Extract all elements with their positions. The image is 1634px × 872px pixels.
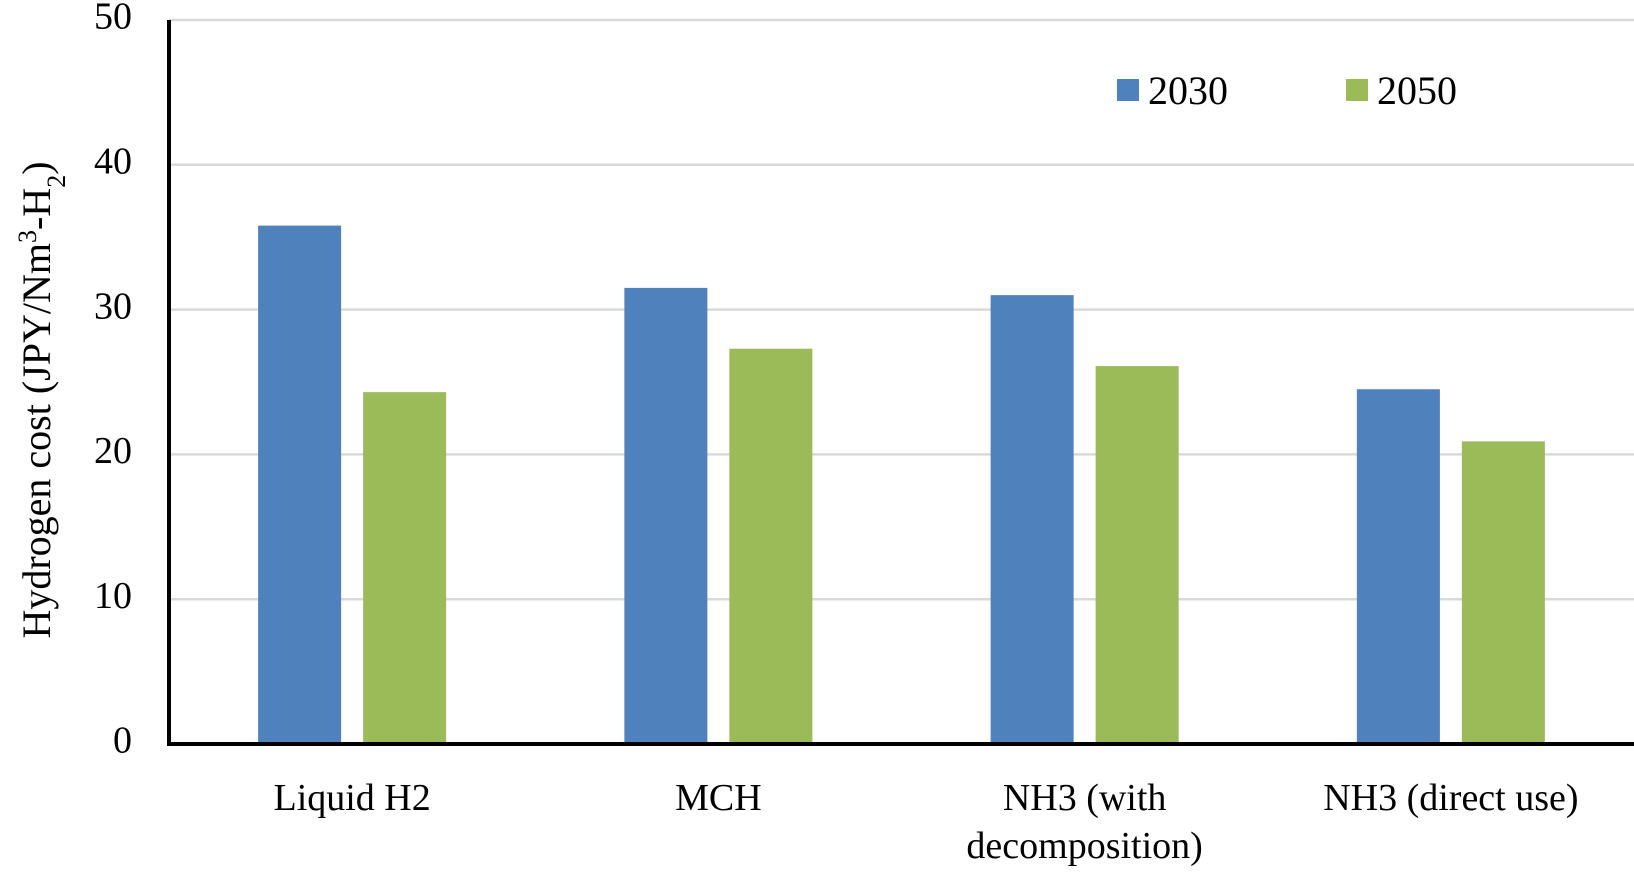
y-axis-label-mid: -H — [14, 188, 59, 230]
legend-label-2030: 2030 — [1148, 68, 1228, 113]
y-tick-label: 50 — [94, 0, 132, 38]
y-axis-label-sub: 2 — [42, 175, 71, 188]
x-tick-label: MCH — [675, 777, 762, 819]
y-axis-label: Hydrogen cost (JPY/Nm3-H2) — [13, 161, 71, 638]
bar-2050 — [1095, 366, 1179, 744]
legend-swatch-2050 — [1346, 79, 1368, 101]
x-tick-label: Liquid H2 — [273, 777, 430, 819]
x-tick-label: NH3 (with decomposition) — [966, 777, 1202, 867]
x-tick-label-line: Liquid H2 — [273, 777, 430, 819]
x-tick-label-line: NH3 (with — [1003, 777, 1167, 819]
axes — [167, 20, 1634, 746]
bar-2030 — [990, 295, 1074, 744]
x-tick-label: NH3 (direct use) — [1323, 777, 1578, 819]
bar-2050 — [729, 348, 813, 744]
bars — [258, 225, 1545, 745]
bar-2050 — [1461, 441, 1545, 744]
x-tick-labels: Liquid H2 MCH NH3 (with decomposition)NH3 (… — [273, 777, 1578, 867]
bar-2030 — [624, 287, 708, 744]
bar-2030 — [1356, 389, 1440, 744]
legend-label-2050: 2050 — [1377, 68, 1457, 113]
x-tick-label-line: decomposition) — [966, 825, 1202, 867]
legend: 2030 2050 — [1117, 68, 1457, 113]
y-tick-label: 20 — [94, 430, 132, 472]
x-tick-label-line: MCH — [675, 777, 762, 819]
y-tick-label: 40 — [94, 141, 132, 183]
y-axis-label-main: Hydrogen cost (JPY/Nm — [14, 243, 59, 639]
y-tick-label: 30 — [94, 285, 132, 327]
x-tick-label-line: NH3 (direct use) — [1323, 777, 1578, 819]
y-axis-label-sup: 3 — [13, 230, 42, 243]
y-tick-labels: 0 10 20 30 40 50 — [94, 0, 132, 762]
legend-swatch-2030 — [1117, 79, 1139, 101]
y-axis-label-end: ) — [14, 161, 59, 174]
y-tick-label: 10 — [94, 575, 132, 617]
bar-2030 — [258, 225, 342, 745]
bar-2050 — [363, 392, 447, 744]
y-tick-label: 0 — [113, 720, 132, 762]
